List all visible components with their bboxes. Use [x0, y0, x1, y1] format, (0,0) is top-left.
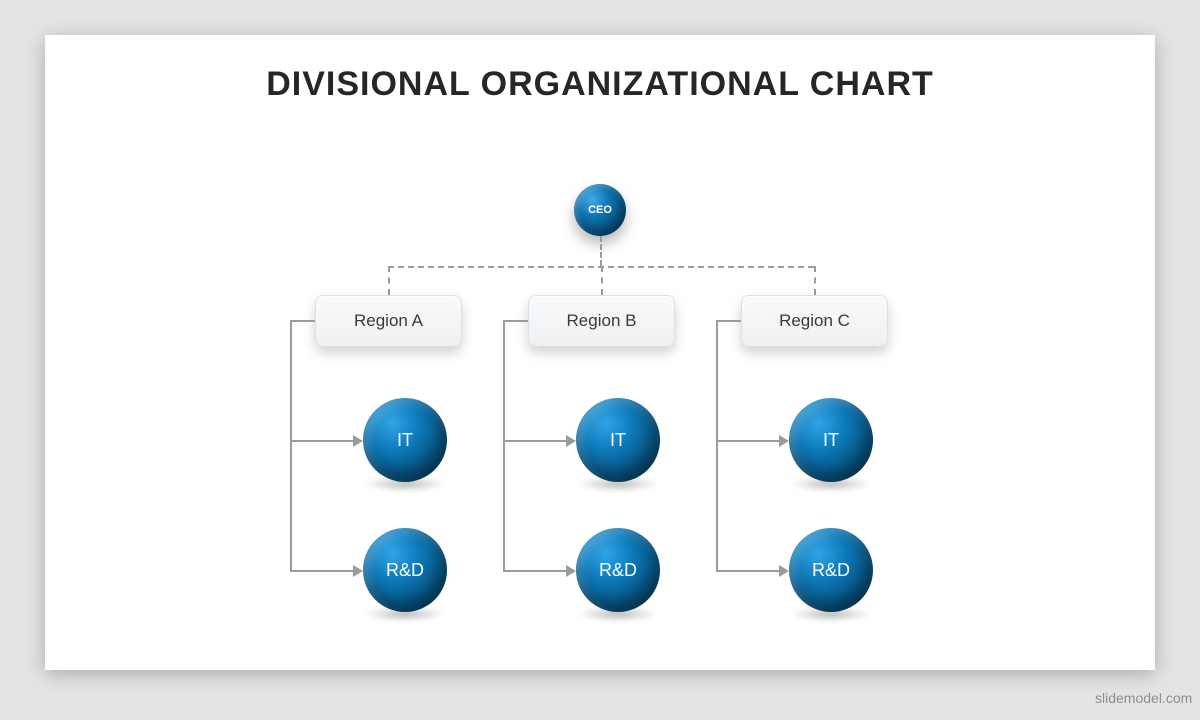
connector-stem-b — [503, 320, 505, 570]
slide-canvas: DIVISIONAL ORGANIZATIONAL CHART CEO Regi… — [45, 35, 1155, 670]
connector-a-rnd — [290, 570, 353, 572]
node-c-it-label: IT — [823, 430, 839, 451]
node-c-rnd-label: R&D — [812, 560, 850, 581]
connector-stem-start-a — [290, 320, 315, 322]
node-region-b: Region B — [528, 295, 675, 347]
connector-stem-a — [290, 320, 292, 570]
node-ceo-label: CEO — [588, 204, 612, 216]
node-region-b-label: Region B — [567, 311, 637, 331]
connector-c-it — [716, 440, 779, 442]
connector-ceo-to-region-1 — [601, 266, 603, 295]
credit-text: slidemodel.com — [1095, 690, 1192, 706]
connector-stem-c — [716, 320, 718, 570]
connector-c-rnd — [716, 570, 779, 572]
node-a-it-label: IT — [397, 430, 413, 451]
node-a-rnd-label: R&D — [386, 560, 424, 581]
node-region-a-label: Region A — [354, 311, 423, 331]
node-b-it: IT — [576, 398, 660, 482]
node-region-c: Region C — [741, 295, 888, 347]
arrow-c-it — [779, 435, 789, 447]
node-b-it-label: IT — [610, 430, 626, 451]
node-a-it: IT — [363, 398, 447, 482]
node-b-rnd-label: R&D — [599, 560, 637, 581]
arrow-a-it — [353, 435, 363, 447]
arrow-c-rnd — [779, 565, 789, 577]
arrow-a-rnd — [353, 565, 363, 577]
chart-title: DIVISIONAL ORGANIZATIONAL CHART — [45, 65, 1155, 104]
node-c-it: IT — [789, 398, 873, 482]
node-b-rnd: R&D — [576, 528, 660, 612]
node-region-a: Region A — [315, 295, 462, 347]
connector-ceo-drop — [600, 236, 602, 266]
connector-stem-start-b — [503, 320, 528, 322]
connector-b-rnd — [503, 570, 566, 572]
arrow-b-it — [566, 435, 576, 447]
connector-a-it — [290, 440, 353, 442]
connector-b-it — [503, 440, 566, 442]
node-ceo: CEO — [574, 184, 626, 236]
connector-stem-start-c — [716, 320, 741, 322]
node-c-rnd: R&D — [789, 528, 873, 612]
node-a-rnd: R&D — [363, 528, 447, 612]
arrow-b-rnd — [566, 565, 576, 577]
connector-ceo-to-region-2 — [814, 266, 816, 295]
connector-ceo-to-region-0 — [388, 266, 390, 295]
node-region-c-label: Region C — [779, 311, 850, 331]
